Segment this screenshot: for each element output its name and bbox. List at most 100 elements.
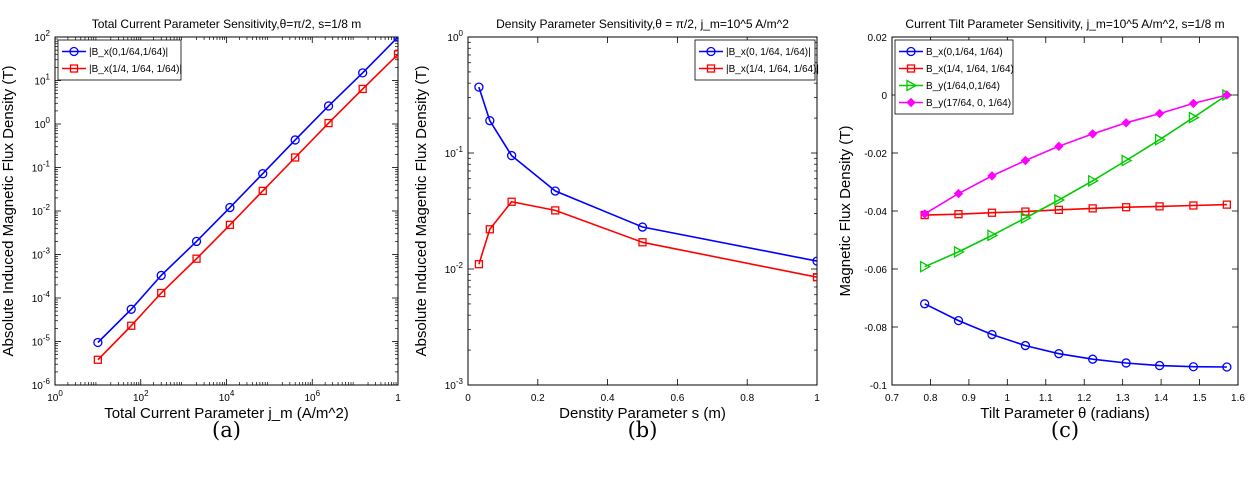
series-4-point [1087,129,1098,139]
x-tick-label: 1.6 [1231,393,1245,404]
series-1-point [1088,354,1098,364]
x-tick-label: 1.1 [1039,393,1053,404]
series-4-point [1188,98,1199,109]
x-tick-label: 0.2 [531,393,545,404]
series-3-point [987,229,999,242]
series-2-point [1088,204,1097,213]
series-1-point [290,135,300,145]
series-4-point [1222,90,1232,100]
x-axis-label: Denstity Parameter s (m) [559,405,726,422]
series-line-1 [478,86,817,262]
series-1-point [1222,362,1232,372]
y-tick-label: 0 [881,91,887,102]
y-tick-label: 102 [34,29,50,44]
series-2-point [157,288,166,298]
legend-entry: |B_x(0,1/64,1/64)| [89,47,168,58]
legend-entry: |B_x(1/4, 1/64, 1/64)| [726,64,819,75]
x-tick-label: 0.9 [962,393,976,404]
series-1-point [920,299,930,309]
series-1-point [637,222,648,232]
series-line-2 [97,53,398,361]
x-tick-label: 0.6 [670,393,684,404]
legend-entry: B_y(1/64,0,1/64) [926,81,1000,92]
series-line-4 [924,94,1228,215]
series-group [919,88,1234,372]
series-2-point [1054,205,1063,214]
series-group [474,82,817,282]
series-3-point [1020,211,1032,225]
series-line-2 [924,203,1227,216]
series-1-point [506,150,517,161]
series-2-point [1189,201,1198,210]
series-1-point [323,101,334,111]
legend-entry: |B_x(0, 1/64, 1/64)| [726,47,811,58]
x-tick-label: 1.4 [1154,393,1168,404]
y-axis-label: Absolute Induced Magnetic Flux Density (… [0,66,17,357]
series-4-point [1121,118,1131,128]
series-2-point [474,260,484,269]
series-2-point [1121,203,1131,212]
series-1-point [156,270,166,281]
legend-entry: B_y(17/64, 0, 1/64) [926,98,1011,109]
y-tick-label: 10-2 [445,261,464,276]
series-2-point [258,186,267,196]
legend-swatch-marker [69,46,79,57]
series-2-point [358,84,367,94]
legend-swatch-marker [906,79,918,92]
y-tick-label: 10-1 [445,145,464,160]
x-axis-label: Total Current Parameter j_m (A/m^2) [104,405,349,422]
x-tick-label: 106 [304,389,320,404]
series-2-point [954,210,963,219]
y-tick-label: 0.02 [868,33,888,44]
legend: |B_x(0, 1/64, 1/64)| |B_x(1/4, 1/64, 1/64… [694,39,819,81]
series-line-2 [478,200,817,278]
y-tick-label: 10-6 [32,377,51,392]
series-2-point [638,238,647,247]
y-tick-label: 10-3 [445,377,464,392]
series-2-point [551,206,560,215]
x-tick-label: 1 [1005,393,1011,404]
legend-box [57,39,182,81]
chart-1: 100 102 104 106 1 10-6 10-5 10-4 10-3 10-2 10-1 100… [0,17,401,442]
series-4-point [919,209,930,219]
legend-box [694,39,816,81]
series-1-point [1188,362,1199,372]
y-tick-label: 100 [34,116,50,131]
series-4-point [1054,141,1064,152]
series-2-point [324,118,333,128]
chart-title: Total Current Parameter Sensitivity,θ=π/… [92,17,362,31]
chart-3: 0.7 0.8 0.9 1 1.1 1.2 1.3 1.4 1.5 1.6 -0.1 -0.08 -0.… [837,17,1245,442]
x-tick-label: 0.8 [923,393,937,404]
series-3-point [1054,193,1066,207]
y-tick-label: 10-5 [32,334,51,349]
series-1-point [987,329,997,340]
legend-swatch-marker [706,64,716,73]
series-1-point [126,304,136,314]
legend-swatch-marker [906,64,916,73]
panel-caption: (a) [212,418,241,442]
series-4-point [1154,108,1165,119]
legend-entry: |B_x(1/4, 1/64, 1/64)| [89,64,182,75]
x-tick-label: 1.5 [1193,393,1207,404]
series-1-point [485,116,495,126]
legend-swatch-marker [906,97,916,108]
series-2-point [127,321,136,330]
y-tick-label: -0.06 [864,265,887,276]
y-tick-label: 10-3 [32,247,51,262]
series-1-point [1121,358,1131,368]
y-tick-label: -0.02 [864,149,887,160]
y-tick-label: 10-4 [32,290,51,305]
series-1-point [93,337,103,348]
panel-caption: (c) [1051,418,1079,442]
series-4-point [1020,155,1031,166]
x-tick-label: 0.4 [601,393,615,404]
series-group [93,37,398,364]
series-line-1 [97,37,398,344]
series-2-point [812,273,817,282]
x-tick-label: 1.2 [1077,393,1091,404]
legend-entry: B_x(0,1/64, 1/64) [926,47,1003,58]
y-tick-label: -0.04 [864,207,887,218]
series-3-point [953,245,965,258]
x-tick-label: 1 [395,393,401,404]
